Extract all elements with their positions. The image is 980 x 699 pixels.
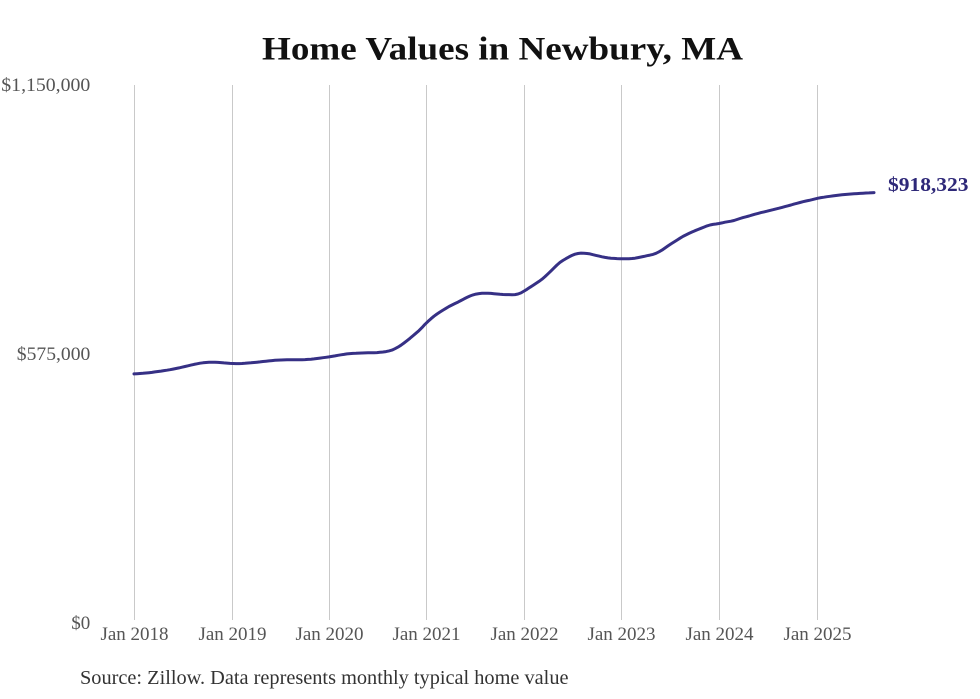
- svg-text:$918,323: $918,323: [888, 174, 969, 196]
- svg-text:Jan 2022: Jan 2022: [490, 624, 558, 645]
- svg-text:Jan 2018: Jan 2018: [100, 624, 168, 645]
- svg-text:$575,000: $575,000: [17, 344, 91, 365]
- svg-text:Jan 2020: Jan 2020: [295, 624, 363, 645]
- svg-text:Jan 2025: Jan 2025: [783, 624, 851, 645]
- svg-text:Home Values in Newbury, MA: Home Values in Newbury, MA: [262, 32, 743, 68]
- svg-text:Source: Zillow. Data represent: Source: Zillow. Data represents monthly …: [80, 667, 569, 689]
- svg-text:$0: $0: [71, 613, 90, 634]
- svg-text:Jan 2021: Jan 2021: [392, 624, 460, 645]
- svg-text:$1,150,000: $1,150,000: [1, 75, 90, 96]
- svg-text:Jan 2023: Jan 2023: [587, 624, 655, 645]
- svg-text:Jan 2024: Jan 2024: [685, 624, 754, 645]
- svg-text:Jan 2019: Jan 2019: [198, 624, 266, 645]
